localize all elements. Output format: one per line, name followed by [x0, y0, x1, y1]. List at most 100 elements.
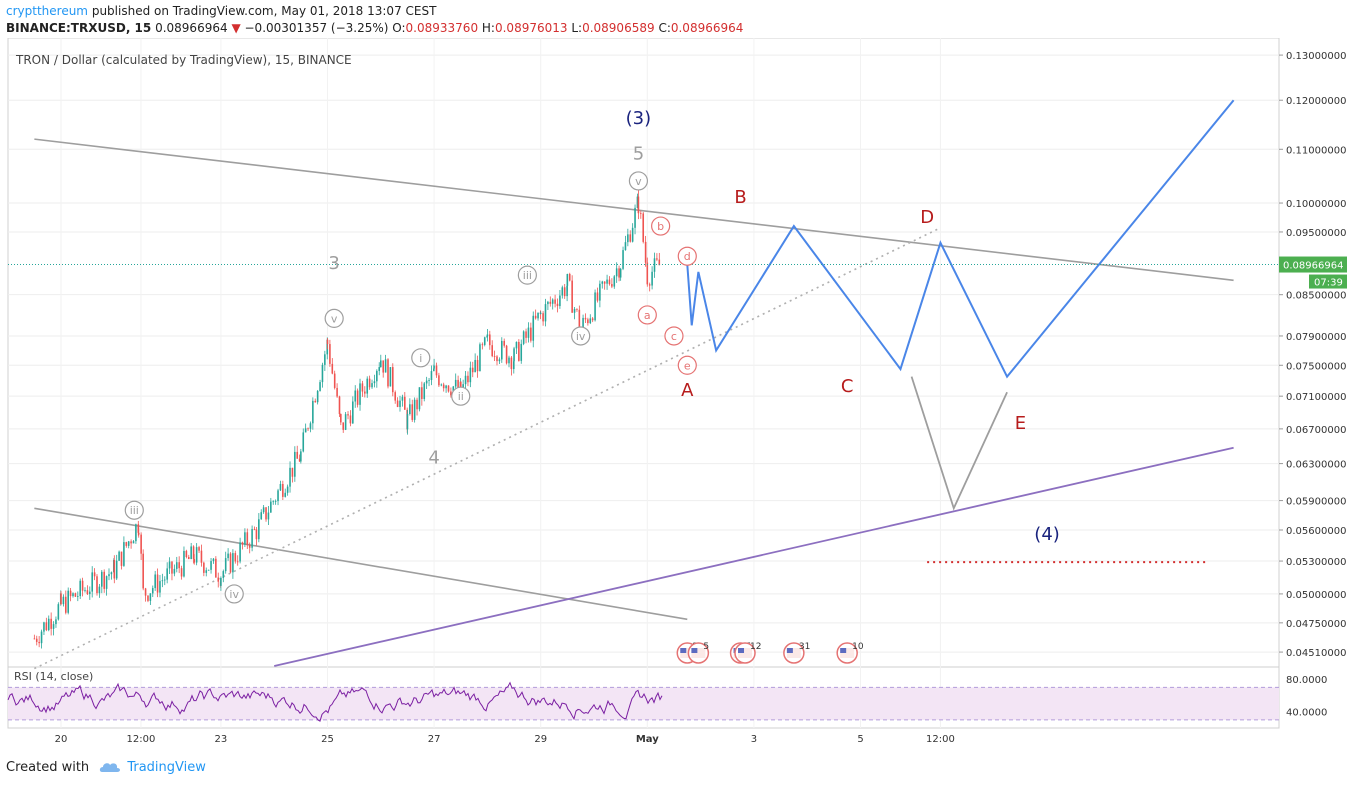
- candle-body: [401, 396, 404, 401]
- candle-body: [576, 308, 578, 310]
- wave-label-B: B: [734, 187, 746, 208]
- rsi-tick-label: 80.0000: [1286, 675, 1327, 686]
- candle: [205, 567, 208, 577]
- candle: [232, 549, 234, 579]
- candle: [525, 328, 527, 344]
- candle: [60, 591, 62, 606]
- candle-body: [84, 590, 86, 592]
- candle-body: [340, 413, 342, 423]
- close-label: C:: [658, 21, 671, 35]
- candle: [168, 557, 171, 575]
- candle-body: [120, 551, 123, 566]
- candle-body: [547, 301, 549, 305]
- candle: [156, 568, 159, 598]
- candle: [222, 569, 225, 583]
- candle: [163, 576, 166, 586]
- candle: [589, 314, 592, 325]
- candle: [648, 282, 651, 292]
- candle-body: [227, 553, 229, 559]
- candle-body: [198, 547, 200, 551]
- flag-stripes: [840, 648, 855, 658]
- candle-body: [486, 334, 489, 337]
- candle-body: [326, 339, 329, 345]
- candle: [113, 555, 116, 584]
- candle: [347, 411, 349, 420]
- candle-body: [144, 588, 147, 596]
- candle: [542, 311, 544, 326]
- candle-body: [149, 593, 152, 601]
- price-chart[interactable]: 0.13000000 0.12000000 0.11000000 0.10000000…: [0, 38, 1360, 752]
- y-tick-label: 0.06700000: [1286, 425, 1346, 436]
- roman-label-i: i: [411, 348, 431, 368]
- candle: [319, 379, 321, 392]
- roman-label-iv: iv: [571, 326, 591, 346]
- candle-body: [382, 360, 384, 373]
- candle: [368, 375, 371, 390]
- candle-body: [43, 622, 45, 632]
- candle: [474, 353, 476, 373]
- sub-wave-label-e: e: [677, 355, 697, 375]
- candle: [619, 267, 622, 281]
- candle: [338, 395, 341, 418]
- candle: [178, 556, 180, 574]
- candle: [110, 571, 113, 580]
- candle-body: [307, 428, 309, 430]
- economic-event-flag: 10: [836, 642, 864, 664]
- candle: [392, 363, 394, 397]
- author-link[interactable]: cryptthereum: [6, 4, 88, 18]
- candle-body: [631, 227, 634, 242]
- candle-body: [79, 580, 81, 597]
- x-tick-label: 3: [751, 734, 757, 745]
- candle: [373, 374, 376, 388]
- candle: [591, 316, 594, 323]
- candle-body: [248, 545, 251, 548]
- candle-body: [185, 550, 188, 558]
- candle-body: [142, 553, 144, 589]
- candle: [587, 317, 589, 326]
- candle-body: [556, 303, 559, 307]
- label-text: iii: [130, 504, 139, 517]
- economic-event-flag: 31: [783, 642, 810, 664]
- candle-body: [347, 414, 349, 416]
- candle: [513, 346, 515, 363]
- candle: [532, 311, 535, 348]
- candle: [300, 448, 302, 464]
- label-circle: [224, 584, 244, 604]
- label-text: c: [671, 330, 677, 343]
- flag-canton: [786, 648, 793, 653]
- candle-body: [421, 387, 423, 399]
- candle-body: [368, 378, 371, 388]
- candle-body: [151, 588, 154, 594]
- candle-body: [147, 595, 149, 601]
- candle: [489, 330, 491, 350]
- candle: [624, 235, 627, 251]
- candle-body: [573, 308, 576, 313]
- candle: [173, 564, 176, 577]
- low-value: 0.08906589: [582, 21, 655, 35]
- candle-body: [294, 451, 296, 477]
- wave-label-4: 4: [428, 448, 439, 469]
- candle-body: [187, 557, 190, 560]
- candle-body: [217, 577, 220, 582]
- candle: [74, 592, 77, 598]
- grid-lines: [8, 38, 1279, 728]
- flag-canton: [840, 648, 847, 653]
- candle-body: [435, 365, 438, 376]
- candle-body: [629, 234, 632, 242]
- candle: [615, 262, 618, 283]
- tradingview-link[interactable]: TradingView: [127, 760, 206, 775]
- wave-label-3: (3): [626, 108, 652, 129]
- candle: [248, 542, 251, 554]
- candle: [382, 360, 384, 378]
- candle-body: [105, 576, 108, 589]
- candle: [229, 552, 232, 574]
- candle: [653, 252, 656, 278]
- candle: [47, 615, 50, 632]
- candle-body: [433, 368, 435, 372]
- candle: [380, 354, 382, 368]
- candle: [631, 223, 634, 243]
- open-value: 0.08933760: [405, 21, 479, 35]
- candle-body: [286, 486, 289, 493]
- candle-body: [103, 571, 105, 589]
- candle: [255, 526, 258, 546]
